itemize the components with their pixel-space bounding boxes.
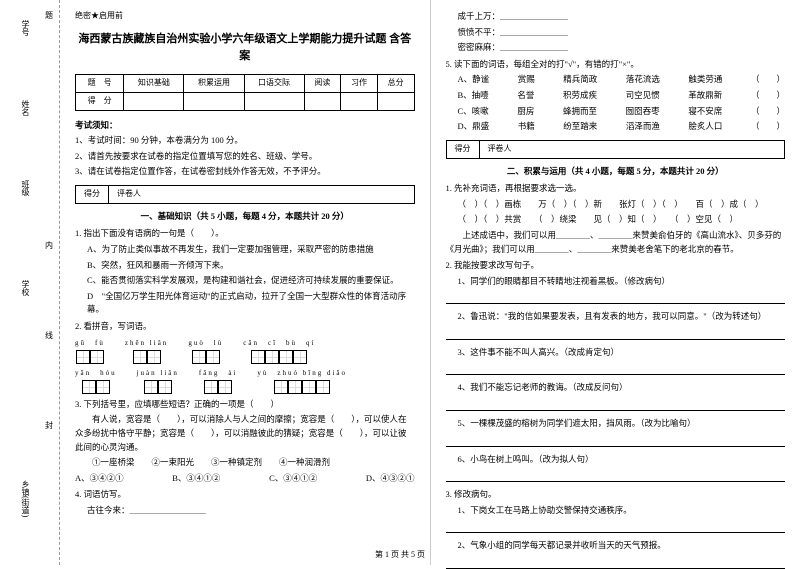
char-box[interactable] [204, 380, 218, 394]
sub-question: 2、鲁迅说："我的信如果要发表，且有发表的地方，我可以同意。"（改为转述句） [458, 310, 786, 324]
q4-cont-1: 成千上万：＿＿＿＿＿＿＿＿ [446, 10, 786, 24]
right-column: 成千上万：＿＿＿＿＿＿＿＿ 愤愤不平：＿＿＿＿＿＿＿＿ 密密麻麻：＿＿＿＿＿＿＿… [431, 0, 800, 565]
q5-option-row: D、鼎盛书籍纷至踏来滔泽而渔脍炙人口（ ） [446, 120, 786, 134]
pinyin-row-1: gū fù zhēn liǎn guò lù cān cī bù qí [75, 338, 415, 364]
sub-question: 1、同学们的眼睛都目不转睛地注视着黑板。（修改病句） [458, 275, 786, 289]
margin-label-banji: 班级 [20, 180, 31, 196]
score-value-row: 得 分 [76, 92, 415, 110]
q5-option-row: B、抽噎名誉积劳成疾司空见惯革故鼎新（ ） [446, 89, 786, 103]
score-header-row: 题 号 知识基础 积累运用 口语交际 阅读 习作 总分 [76, 74, 415, 92]
pinyin-block: fǎng ài [199, 368, 238, 394]
answer-line[interactable] [446, 365, 786, 375]
notice-1: 1、考试时间：90 分钟，本卷满分为 100 分。 [75, 134, 415, 148]
margin-label-xiangzhen: 乡镇(街道) [20, 480, 31, 517]
exam-title: 海西蒙古族藏族自治州实验小学六年级语文上学期能力提升试题 含答案 [75, 31, 415, 66]
side-char-ti: 题 [45, 10, 53, 21]
margin-label-xingming: 姓名 [20, 100, 31, 116]
pinyin-block: cān cī bù qí [243, 338, 315, 364]
sub-question: 1、下岗女工在马路上协助交警保持交通秩序。 [458, 504, 786, 518]
page-footer: 第 1 页 共 5 页 [0, 549, 800, 560]
char-box[interactable] [218, 380, 232, 394]
pinyin-block: yān hóu [75, 368, 117, 394]
q5-rows: A、静谧赏赐精兵简政落花流选触类劳通（ ） B、抽噎名誉积劳成疾司空见惯革故鼎新（… [446, 73, 786, 133]
q5-option-row: C、咳嗽厨房蜂拥而至囫囵吞枣寝不安席（ ） [446, 105, 786, 119]
section1-scorebox: 得分 评卷人 [75, 185, 415, 204]
left-column: 绝密★启用前 海西蒙古族藏族自治州实验小学六年级语文上学期能力提升试题 含答案 … [60, 0, 431, 565]
score-table: 题 号 知识基础 积累运用 口语交际 阅读 习作 总分 得 分 [75, 74, 415, 111]
binding-margin: 学号 姓名 班级 学校 乡镇(街道) 题 内 线 封 [0, 0, 60, 565]
q4-cont-3: 密密麻麻：＿＿＿＿＿＿＿＿ [446, 41, 786, 55]
char-box[interactable] [302, 380, 316, 394]
side-char-feng: 封 [45, 420, 53, 431]
answer-line[interactable] [446, 523, 786, 533]
char-box[interactable] [206, 350, 220, 364]
answer-line[interactable] [446, 472, 786, 482]
char-box[interactable] [147, 350, 161, 364]
q5-option-row: A、静谧赏赐精兵简政落花流选触类劳通（ ） [446, 73, 786, 87]
side-char-nei: 内 [45, 240, 53, 251]
notice-3: 3、请在试卷指定位置作答，在试卷密封线外作答无效，不予评分。 [75, 165, 415, 179]
q3: 3. 下列括号里，应填哪些短语？正确的一项是（ ） 有人说，宽容是（ ），可以消… [75, 398, 415, 486]
s2q2: 2. 我能按要求改写句子。 1、同学们的眼睛都目不转睛地注视着黑板。（修改病句）… [446, 259, 786, 482]
answer-line[interactable] [446, 401, 786, 411]
sub-question: 3、这件事不能不叫人高兴。（改成肯定句） [458, 346, 786, 360]
sub-question: 6、小鸟在树上鸣叫。（改为拟人句） [458, 453, 786, 467]
pinyin-block: yù zhuó bīng diāo [257, 368, 347, 394]
side-char-xian: 线 [45, 330, 53, 341]
s2q2-items: 1、同学们的眼睛都目不转睛地注视着黑板。（修改病句） 2、鲁迅说："我的信如果要发… [446, 275, 786, 483]
q1: 1. 指出下面没有语病的一句是（ ）。 A、为了防止类似事故不再发生，我们一定要… [75, 227, 415, 317]
char-box[interactable] [96, 380, 110, 394]
char-box[interactable] [133, 350, 147, 364]
section2-title: 二、积累与运用（共 4 小题，每题 5 分，本题共计 20 分） [446, 165, 786, 179]
sub-question: 4、我们不能忘记老师的教诲。（改成反问句） [458, 381, 786, 395]
char-box[interactable] [144, 380, 158, 394]
sub-question: 5、一棵棵茂盛的榕树为同学们遮太阳，挡风雨。（改为比喻句） [458, 417, 786, 431]
q5: 5. 读下面的词语，每组全对的打"√"，有错的打"×"。 A、静谧赏赐精兵简政落… [446, 58, 786, 134]
notice-2: 2、请首先按要求在试卷的指定位置填写您的姓名、班级、学号。 [75, 150, 415, 164]
margin-label-xuehao: 学号 [20, 20, 31, 36]
answer-line[interactable] [446, 330, 786, 340]
char-box[interactable] [76, 350, 90, 364]
char-box[interactable] [279, 350, 293, 364]
pinyin-block: guò lù [188, 338, 223, 364]
q4: 4. 词语仿写。 古往今来：＿＿＿＿＿＿＿＿＿ [75, 488, 415, 517]
q2: 2. 看拼音，写词语。 gū fùzhēn liǎnguò lùcān cī b… [75, 320, 415, 394]
char-box[interactable] [90, 350, 104, 364]
section1-title: 一、基础知识（共 5 小题，每题 4 分，本题共计 20 分） [75, 210, 415, 224]
char-box[interactable] [316, 380, 330, 394]
answer-line[interactable] [446, 294, 786, 304]
q4-cont-2: 愤愤不平：＿＿＿＿＿＿＿＿ [446, 26, 786, 40]
section2-scorebox: 得分 评卷人 [446, 140, 786, 159]
confidential-note: 绝密★启用前 [75, 10, 415, 23]
char-box[interactable] [293, 350, 307, 364]
char-box[interactable] [274, 380, 288, 394]
pinyin-block: gū fù [75, 338, 105, 364]
pinyin-block: zhēn liǎn [125, 338, 168, 364]
answer-line[interactable] [446, 437, 786, 447]
notice-title: 考试须知： [75, 119, 415, 133]
s2q1: 1. 先补充词语，再根据要求选一选。 （ ）（ ）画栋 万（ ）（ ）新 张灯（… [446, 182, 786, 256]
pinyin-row-2: yān hóu juàn liǎn fǎng ài yù zhuó bīng diāo [75, 368, 415, 394]
char-box[interactable] [251, 350, 265, 364]
char-box[interactable] [288, 380, 302, 394]
char-box[interactable] [265, 350, 279, 364]
answer-line[interactable] [446, 559, 786, 569]
char-box[interactable] [158, 380, 172, 394]
char-box[interactable] [192, 350, 206, 364]
pinyin-block: juàn liǎn [137, 368, 179, 394]
margin-label-xuexiao: 学校 [20, 280, 31, 296]
char-box[interactable] [82, 380, 96, 394]
